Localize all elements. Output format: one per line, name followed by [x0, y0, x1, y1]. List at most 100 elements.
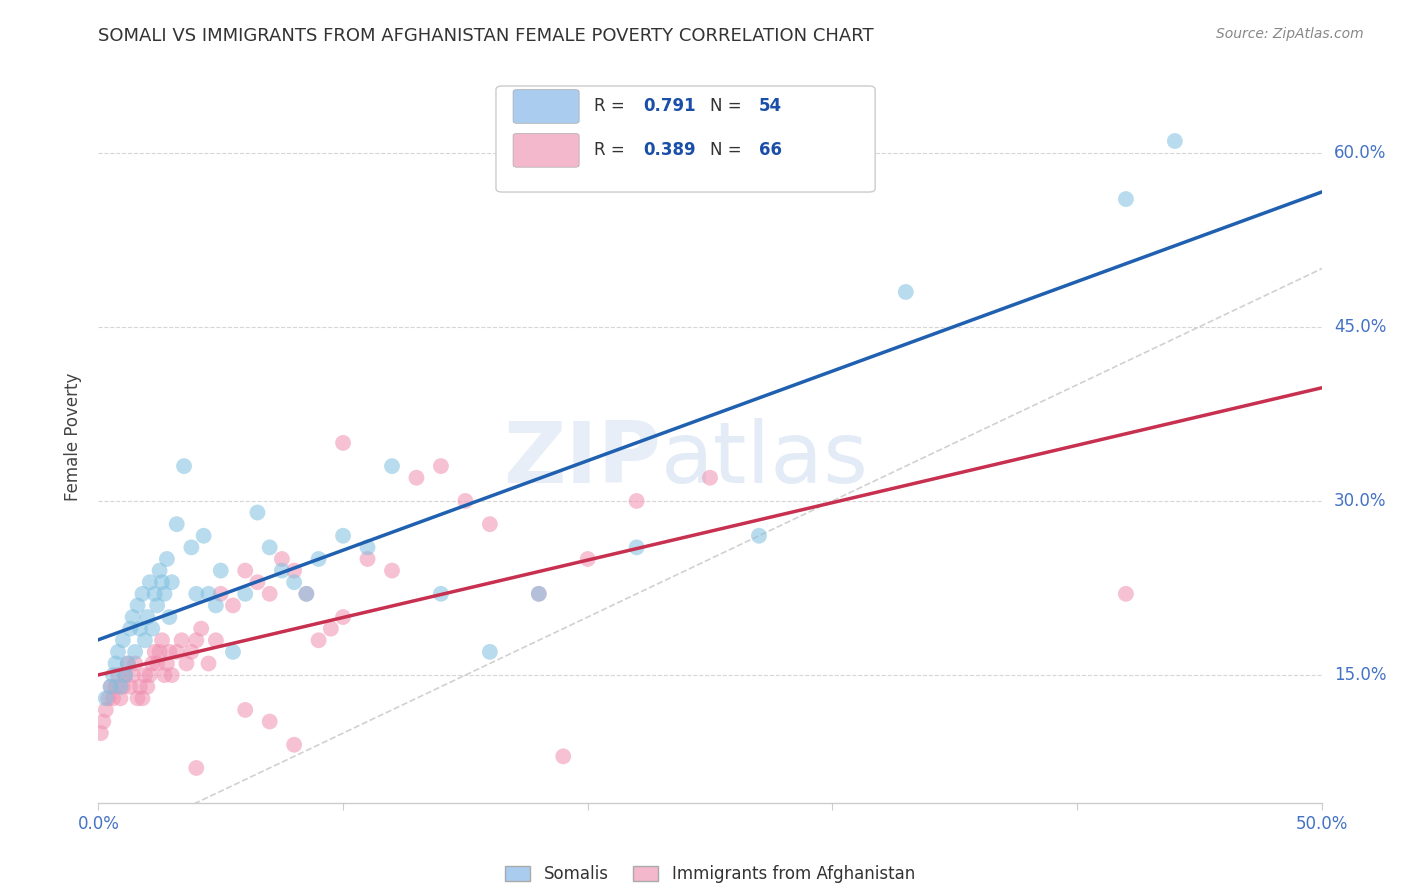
Point	[270, 552, 294, 566]
Point	[170, 633, 193, 648]
Point	[222, 645, 245, 659]
FancyBboxPatch shape	[513, 90, 579, 123]
Point	[180, 645, 202, 659]
Point	[141, 657, 163, 671]
Point	[100, 680, 122, 694]
Point	[270, 564, 294, 578]
Point	[153, 587, 176, 601]
Point	[124, 645, 146, 659]
Point	[117, 657, 139, 671]
Point	[127, 599, 149, 613]
Point	[209, 564, 232, 578]
Point	[131, 587, 153, 601]
Point	[295, 587, 318, 601]
Point	[129, 680, 152, 694]
Point	[153, 668, 176, 682]
Point	[430, 587, 453, 601]
Point	[90, 726, 112, 740]
Point	[553, 749, 575, 764]
Point	[259, 587, 281, 601]
Point	[149, 645, 172, 659]
Point	[308, 552, 330, 566]
Point	[748, 529, 770, 543]
Point	[104, 680, 127, 694]
Point	[136, 610, 159, 624]
Point	[173, 459, 195, 474]
Point	[332, 610, 354, 624]
Point	[527, 587, 550, 601]
Text: N =: N =	[710, 141, 747, 160]
Point	[205, 633, 228, 648]
Point	[405, 471, 427, 485]
Point	[127, 691, 149, 706]
Point	[176, 657, 198, 671]
Point	[157, 610, 180, 624]
Point	[1115, 587, 1137, 601]
Point	[205, 599, 228, 613]
Point	[233, 564, 256, 578]
Point	[190, 622, 212, 636]
Point	[356, 552, 378, 566]
Point	[246, 575, 269, 590]
Point	[110, 691, 132, 706]
Point	[626, 494, 648, 508]
Point	[166, 645, 188, 659]
Point	[283, 575, 305, 590]
Text: 15.0%: 15.0%	[1334, 666, 1386, 684]
Point	[699, 471, 721, 485]
Point	[134, 668, 156, 682]
Point	[381, 564, 404, 578]
Text: atlas: atlas	[661, 417, 869, 500]
Point	[111, 633, 134, 648]
Point	[94, 703, 117, 717]
Point	[233, 587, 256, 601]
Text: R =: R =	[593, 97, 630, 115]
Legend: Somalis, Immigrants from Afghanistan: Somalis, Immigrants from Afghanistan	[498, 858, 922, 889]
Point	[157, 645, 180, 659]
Point	[146, 599, 169, 613]
Text: N =: N =	[710, 97, 747, 115]
Point	[259, 541, 281, 555]
Point	[186, 761, 208, 775]
Point	[129, 622, 152, 636]
Text: R =: R =	[593, 141, 630, 160]
Point	[139, 575, 162, 590]
Point	[111, 680, 134, 694]
Point	[141, 622, 163, 636]
Point	[156, 552, 179, 566]
Point	[356, 541, 378, 555]
Point	[114, 668, 136, 682]
Point	[295, 587, 318, 601]
Point	[186, 587, 208, 601]
Point	[381, 459, 404, 474]
Point	[150, 575, 173, 590]
Text: 0.791: 0.791	[643, 97, 696, 115]
Point	[150, 633, 173, 648]
Point	[104, 657, 127, 671]
Point	[101, 668, 124, 682]
Point	[107, 668, 129, 682]
Point	[131, 691, 153, 706]
Text: 45.0%: 45.0%	[1334, 318, 1386, 335]
FancyBboxPatch shape	[496, 86, 875, 192]
Point	[180, 541, 202, 555]
Point	[97, 691, 120, 706]
Text: 30.0%: 30.0%	[1334, 491, 1386, 510]
Point	[332, 529, 354, 543]
Point	[478, 645, 501, 659]
Point	[143, 587, 166, 601]
Text: 0.389: 0.389	[643, 141, 696, 160]
Point	[283, 564, 305, 578]
Point	[121, 668, 143, 682]
Text: Source: ZipAtlas.com: Source: ZipAtlas.com	[1216, 27, 1364, 41]
Point	[1115, 192, 1137, 206]
Point	[114, 668, 136, 682]
Point	[308, 633, 330, 648]
Point	[186, 633, 208, 648]
FancyBboxPatch shape	[513, 134, 579, 167]
Point	[143, 645, 166, 659]
Point	[894, 285, 917, 299]
Point	[246, 506, 269, 520]
Point	[100, 680, 122, 694]
Point	[283, 738, 305, 752]
